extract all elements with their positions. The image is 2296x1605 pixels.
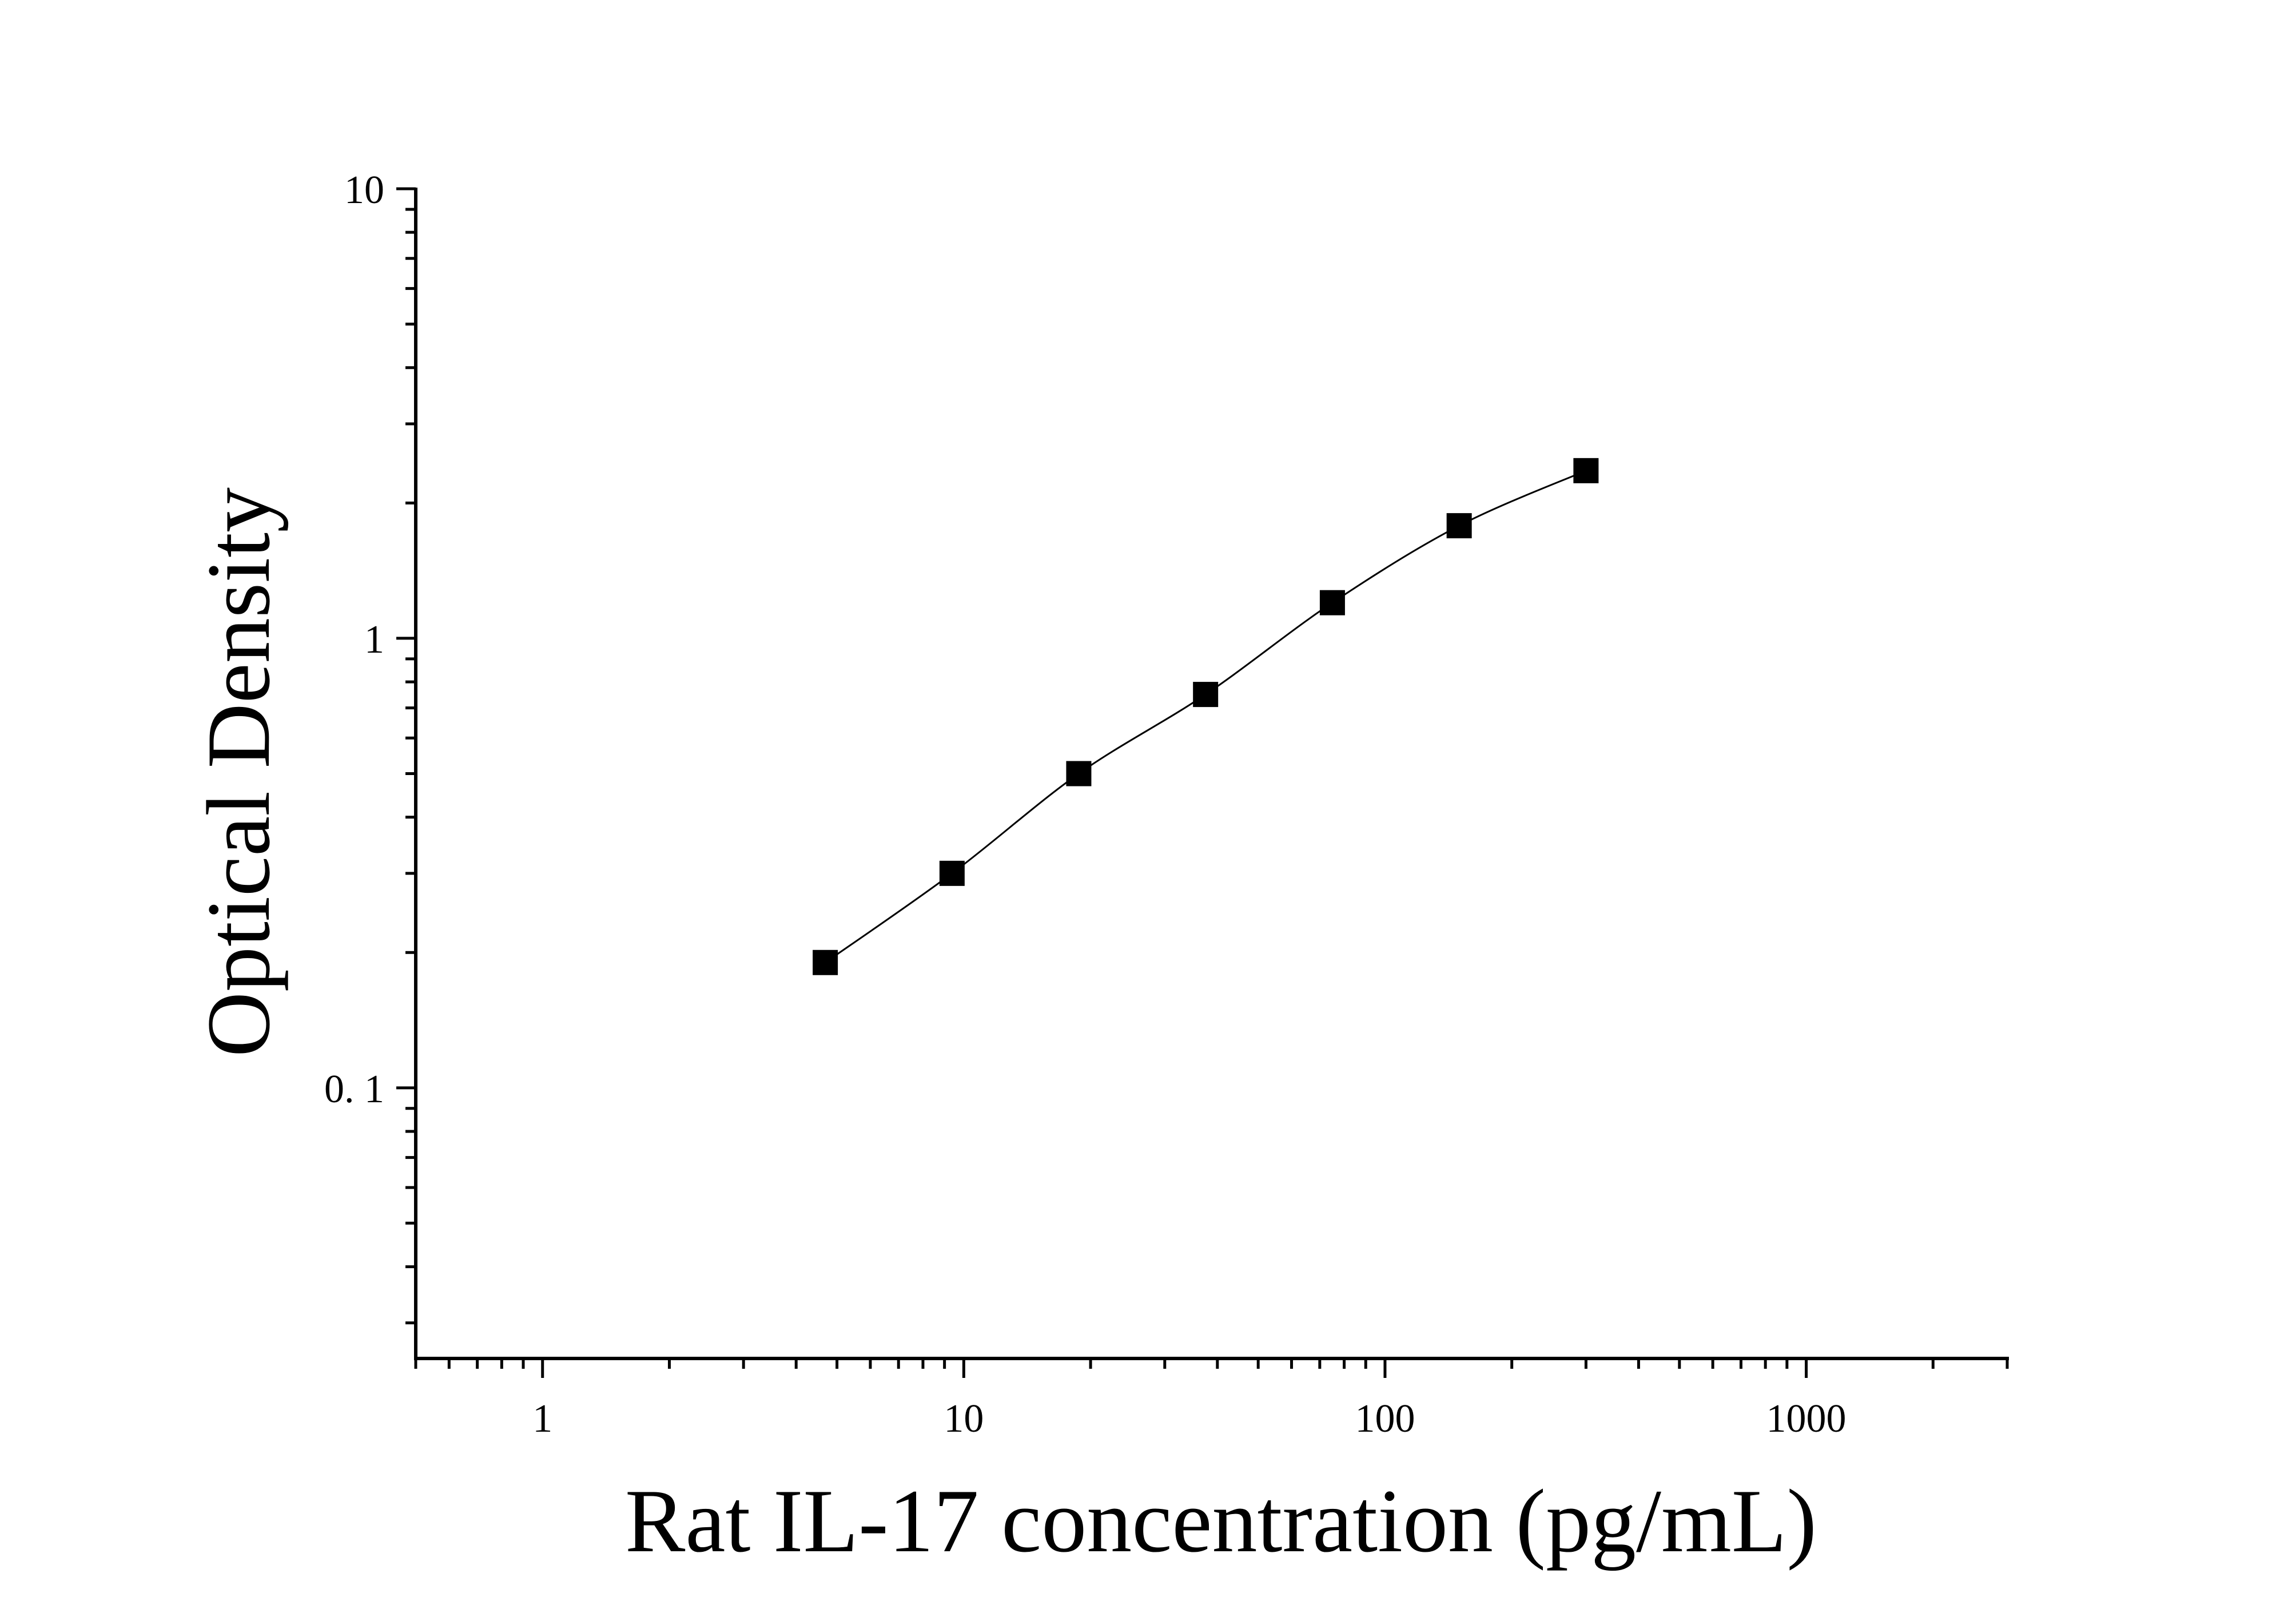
fit-curve-layer [825, 470, 1586, 963]
data-point-marker [813, 950, 838, 975]
data-point-marker [1319, 590, 1345, 615]
data-point-marker [939, 860, 965, 886]
x-tick-label: 10 [944, 1397, 984, 1441]
y-tick-label: 10 [344, 168, 384, 212]
y-tick-label: 0. 1 [324, 1067, 384, 1111]
data-points-layer [813, 458, 1599, 975]
data-point-marker [1066, 761, 1092, 786]
x-tick-label: 1000 [1766, 1397, 1847, 1441]
x-axis-ticks: 1 10 100 1000 [414, 1358, 2009, 1441]
x-tick-label: 1 [532, 1397, 552, 1441]
y-axis-title: Optical Density [189, 487, 289, 1057]
data-point-marker [1446, 513, 1472, 539]
axes [414, 188, 2009, 1360]
y-tick-label: 1 [364, 618, 384, 662]
y-axis-ticks: 0. 1 1 10 [324, 168, 416, 1325]
data-point-marker [1193, 682, 1219, 708]
x-tick-label: 100 [1355, 1397, 1415, 1441]
fit-curve [825, 470, 1586, 963]
x-axis-title: Rat IL-17 concentration (pg/mL) [625, 1471, 1817, 1571]
data-point-marker [1573, 458, 1599, 483]
